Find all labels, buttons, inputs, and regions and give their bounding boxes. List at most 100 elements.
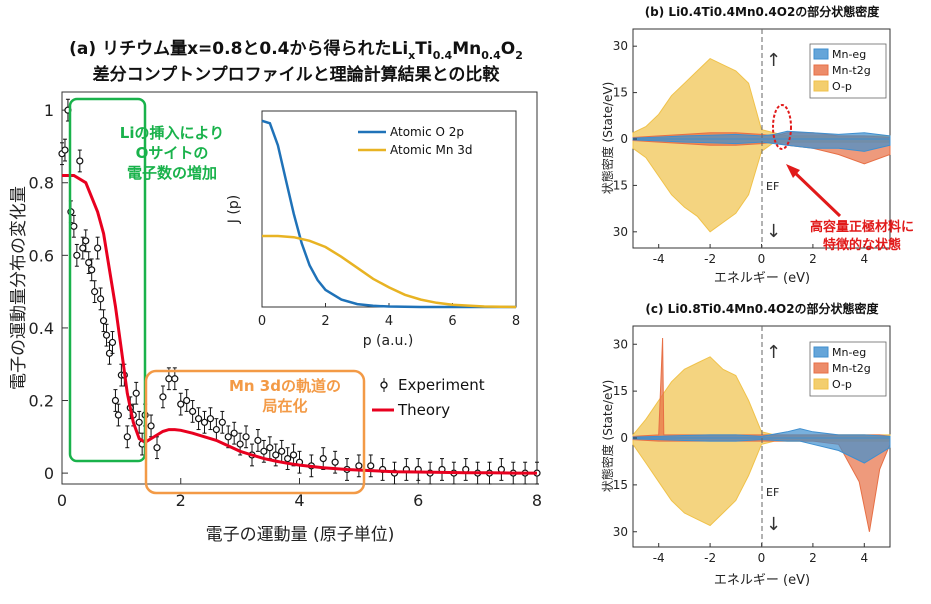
panel-c-legend: Mn-eg Mn-t2g O-p — [809, 341, 887, 397]
inset-x-tick-label: 6 — [448, 314, 456, 329]
panel-b-down-arrow: ↓ — [766, 221, 781, 242]
dos-legend-swatch — [813, 362, 829, 374]
experiment-point — [319, 454, 327, 463]
inset-legend-mn-label: Atomic Mn 3d — [390, 143, 473, 157]
legend-theory-label: Theory — [397, 401, 450, 419]
experiment-point — [284, 454, 292, 463]
inset-x-tick-label: 8 — [512, 314, 520, 329]
experiment-point — [289, 451, 298, 459]
x-tick-label: 4 — [294, 491, 304, 510]
dos-legend-label: Mn-eg — [832, 346, 866, 359]
inset-ylabel: J (p) — [226, 195, 242, 224]
dos-legend-swatch — [813, 64, 829, 76]
panel-a-ylabel: 電子の運動量分布の変化量 — [9, 186, 29, 390]
panel-b-ef-label: EF — [766, 180, 779, 193]
experiment-point — [224, 433, 232, 441]
dos-legend-label: Mn-t2g — [832, 64, 871, 77]
dos-x-tick-label: 4 — [860, 551, 868, 565]
x-tick-label: 8 — [532, 491, 542, 510]
experiment-point — [194, 415, 203, 423]
panel-b-xlabel: エネルギー (eV) — [714, 271, 810, 286]
experiment-point — [165, 375, 173, 383]
panel-b-callout-arrow — [790, 168, 842, 218]
experiment-point — [230, 429, 238, 437]
experiment-point — [85, 258, 93, 267]
y-tick-label: 0 — [44, 464, 54, 483]
y-tick-label: 0.4 — [29, 319, 54, 338]
experiment-point — [183, 396, 191, 405]
experiment-point — [99, 317, 108, 325]
panel-b-dos-areas — [632, 57, 891, 233]
experiment-point — [114, 411, 123, 419]
experiment-point — [236, 440, 244, 448]
dos-x-tick-label: -2 — [704, 252, 716, 266]
experiment-point — [123, 433, 131, 441]
experiment-point — [331, 458, 339, 466]
experiment-point — [355, 462, 363, 470]
x-tick-label: 0 — [57, 491, 67, 510]
inset-xlabel: p (a.u.) — [363, 333, 414, 349]
panel-b-legend: Mn-eg Mn-t2g O-p — [809, 43, 887, 99]
dos-legend-swatch — [813, 48, 829, 60]
theory-line — [62, 174, 537, 475]
experiment-point — [79, 244, 87, 252]
panel-c-dos-areas — [632, 337, 891, 532]
orange-highlight-box — [144, 369, 366, 495]
panel-a-xlabel: 電子の運動量 (原子単位) — [206, 525, 395, 545]
panel-c-down-arrow: ↓ — [766, 514, 781, 535]
experiment-point — [132, 389, 140, 397]
green-highlight-box — [68, 97, 147, 463]
dos-x-tick-label: 0 — [758, 551, 766, 565]
dos-legend-label: O-p — [832, 378, 852, 391]
orange-annotation-line2: 局在化 — [261, 397, 307, 415]
dos-legend-swatch — [813, 346, 829, 358]
dos-legend-swatch — [813, 378, 829, 390]
legend-experiment-label: Experiment — [398, 376, 485, 394]
experiment-point — [70, 222, 78, 230]
experiment-point — [91, 288, 99, 296]
panel-c-xlabel: エネルギー (eV) — [714, 573, 810, 588]
dos-y-tick-label: 15 — [613, 384, 628, 398]
panel-c-ef-label: EF — [766, 486, 779, 499]
dos-x-tick-label: -2 — [704, 551, 716, 565]
inset-ticks: 0 2 4 6 8 — [258, 303, 520, 329]
experiment-point — [111, 396, 120, 405]
panel-a-legend: Experiment Theory — [372, 376, 485, 419]
inset-atomic-o-line — [261, 119, 516, 309]
panel-b-ylabel: 状態密度 (State/eV) — [600, 82, 615, 195]
panel-b-title: (b) Li0.4Ti0.4Mn0.4O2の部分状態密度 — [645, 4, 881, 19]
experiment-point — [278, 447, 286, 455]
experiment-point — [206, 415, 215, 423]
dos-x-tick-label: -4 — [653, 252, 665, 266]
x-tick-label: 2 — [176, 491, 186, 510]
panel-a-title-line1: (a) リチウム量x=0.8と0.4から得られたLixTi0.4Mn0.4O2 — [69, 38, 523, 62]
experiment-point — [177, 400, 185, 408]
dos-x-tick-label: -4 — [653, 551, 665, 565]
y-tick-label: 1 — [44, 101, 54, 120]
experiment-point — [159, 393, 167, 401]
experiment-point — [242, 433, 250, 441]
dos-area-up-mn-eg — [632, 428, 891, 439]
y-tick-label: 0.2 — [29, 392, 54, 411]
panel-b-callout-line1: 高容量正極材料に — [810, 219, 914, 235]
green-annotation-line2: Oサイトの — [136, 144, 209, 162]
panel-c-up-arrow: ↑ — [766, 342, 781, 363]
dos-legend-label: Mn-t2g — [832, 362, 871, 375]
experiment-point — [73, 251, 81, 259]
experiment-point — [212, 425, 220, 434]
panel-a-title-line2: 差分コンプトンプロファイルと理論計算結果との比較 — [93, 64, 501, 85]
dos-x-tick-label: 4 — [860, 252, 868, 266]
dos-x-tick-label: 2 — [809, 551, 817, 565]
dos-y-tick-label: 15 — [613, 86, 628, 100]
dos-y-tick-label: 30 — [613, 525, 628, 539]
experiment-point — [135, 418, 143, 426]
dos-y-tick-label: 15 — [613, 178, 628, 192]
green-annotation-line1: Liの挿入により — [120, 124, 224, 142]
panel-b-callout-line2: 特徴的な状態 — [823, 237, 901, 253]
dos-y-tick-label: 30 — [613, 39, 628, 53]
panel-b-ticks: -4 -2 0 2 4 30 15 0 15 30 — [613, 39, 868, 266]
dos-y-tick-label: 0 — [620, 431, 628, 445]
experiment-point — [189, 407, 197, 416]
orange-annotation-line1: Mn 3dの軌道の — [229, 377, 341, 395]
